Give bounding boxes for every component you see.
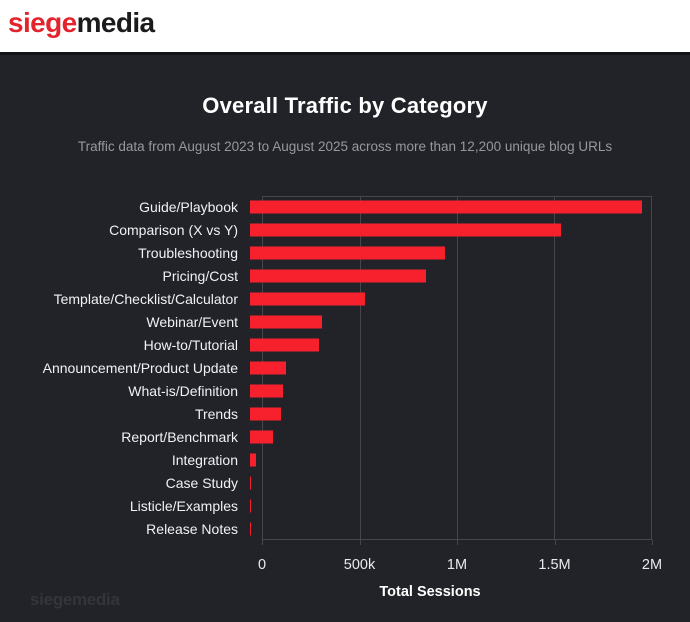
bar	[250, 315, 323, 329]
x-tick-label: 1M	[446, 557, 468, 573]
x-tick-label: 1.5M	[538, 557, 571, 573]
siegemedia-logo: siegemedia	[8, 9, 155, 37]
bar-track	[250, 448, 652, 471]
chart-row: Comparison (X vs Y)	[0, 219, 652, 242]
chart-row: How-to/Tutorial	[0, 334, 652, 357]
category-label: What-is/Definition	[128, 382, 238, 399]
x-tick-label: 2M	[641, 557, 663, 573]
bar	[250, 361, 287, 375]
chart-row: Template/Checklist/Calculator	[0, 288, 652, 311]
category-label: Integration	[171, 451, 238, 468]
watermark-logo: siegemedia	[30, 590, 120, 609]
bar-track	[250, 494, 652, 517]
logo-text-media: media	[76, 7, 156, 38]
chart-row: Report/Benchmark	[0, 425, 652, 448]
chart-row: Guide/Playbook	[0, 196, 652, 219]
bar-track	[250, 517, 652, 540]
chart-row: Troubleshooting	[0, 242, 652, 265]
bar	[250, 338, 320, 352]
category-label: Troubleshooting	[138, 245, 238, 262]
chart-row: Integration	[0, 448, 652, 471]
bar-track	[250, 265, 652, 288]
chart-row: Webinar/Event	[0, 311, 652, 334]
chart-panel: Overall Traffic by Category Traffic data…	[0, 52, 690, 622]
bar	[250, 384, 284, 398]
bar	[250, 292, 365, 306]
category-label: Webinar/Event	[146, 314, 238, 331]
x-tick-label: 500k	[343, 557, 376, 573]
bar-track	[250, 242, 652, 265]
logo-text-siege: siege	[8, 7, 77, 38]
category-label: Listicle/Examples	[129, 497, 238, 514]
bar-track	[250, 311, 652, 334]
bar	[250, 223, 561, 237]
x-tick-mark	[457, 540, 458, 545]
bar	[250, 476, 252, 490]
bar-track	[250, 288, 652, 311]
category-label: Guide/Playbook	[139, 199, 238, 216]
chart-row: Announcement/Product Update	[0, 357, 652, 380]
bar-track	[250, 402, 652, 425]
category-label: Announcement/Product Update	[42, 360, 238, 377]
bar	[250, 200, 642, 214]
bar-track	[250, 425, 652, 448]
bar-track	[250, 471, 652, 494]
chart-title: Overall Traffic by Category	[202, 93, 488, 118]
bar-track	[250, 334, 652, 357]
category-label: Case Study	[165, 474, 238, 491]
bar-track	[250, 357, 652, 380]
chart-row: Pricing/Cost	[0, 265, 652, 288]
category-label: Report/Benchmark	[121, 428, 238, 445]
chart-row: Trends	[0, 402, 652, 425]
category-label: Release Notes	[146, 520, 238, 537]
bar-track	[250, 196, 652, 219]
bar	[250, 407, 282, 421]
x-tick-mark	[652, 540, 653, 545]
bar-track	[250, 380, 652, 403]
bar	[250, 269, 426, 283]
x-axis-title: Total Sessions	[379, 584, 481, 600]
bar-track	[250, 219, 652, 242]
chart-row: Listicle/Examples	[0, 494, 652, 517]
bar-rows: Guide/Playbook Comparison (X vs Y) Trouble…	[0, 196, 652, 540]
x-axis: 0 500k 1M 1.5M 2M	[258, 540, 662, 576]
category-label: Trends	[194, 405, 238, 422]
chart-row: Case Study	[0, 471, 652, 494]
chart-row: What-is/Definition	[0, 380, 652, 403]
category-label: Pricing/Cost	[162, 268, 238, 285]
chart-subtitle: Traffic data from August 2023 to August …	[77, 139, 613, 154]
category-label: Template/Checklist/Calculator	[53, 291, 238, 308]
x-tick-mark	[359, 540, 361, 545]
x-tick-mark	[554, 540, 556, 545]
category-label: How-to/Tutorial	[143, 337, 238, 354]
category-label: Comparison (X vs Y)	[109, 222, 238, 239]
chart-row: Release Notes	[0, 517, 652, 540]
bar	[250, 246, 445, 260]
page-header: siegemedia	[0, 0, 690, 52]
bar	[250, 430, 273, 444]
x-tick-label: 0	[257, 557, 267, 573]
x-tick-mark	[262, 540, 263, 545]
bar	[250, 453, 257, 467]
